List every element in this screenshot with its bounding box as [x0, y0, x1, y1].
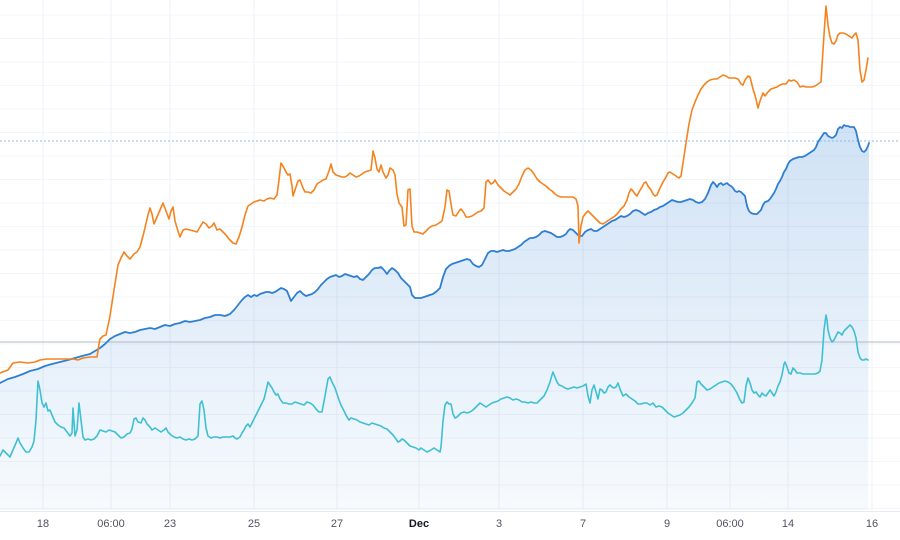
time-axis-label: 27 [330, 518, 344, 530]
time-axis-label: 14 [781, 518, 795, 530]
time-axis-label: Dec [408, 518, 430, 530]
time-axis-label: 9 [663, 518, 671, 530]
time-axis-label: 06:00 [97, 518, 125, 530]
series-orange-line [0, 5, 869, 374]
time-axis-label: 18 [36, 518, 50, 530]
time-axis-label: 06:00 [716, 518, 744, 530]
series-teal-line [0, 314, 869, 458]
time-axis-label: 23 [163, 518, 177, 530]
time-axis[interactable]: 18 06:00 23 25 27 Dec 3 7 9 06:00 14 16 [0, 511, 900, 540]
chart-canvas[interactable] [0, 0, 900, 511]
blue-series-area-fill [0, 125, 869, 510]
time-axis-label: 25 [247, 518, 261, 530]
time-axis-label: 16 [865, 518, 879, 530]
time-axis-label: 7 [579, 518, 587, 530]
time-axis-label: 3 [495, 518, 503, 530]
series-blue-area-line [0, 124, 870, 384]
